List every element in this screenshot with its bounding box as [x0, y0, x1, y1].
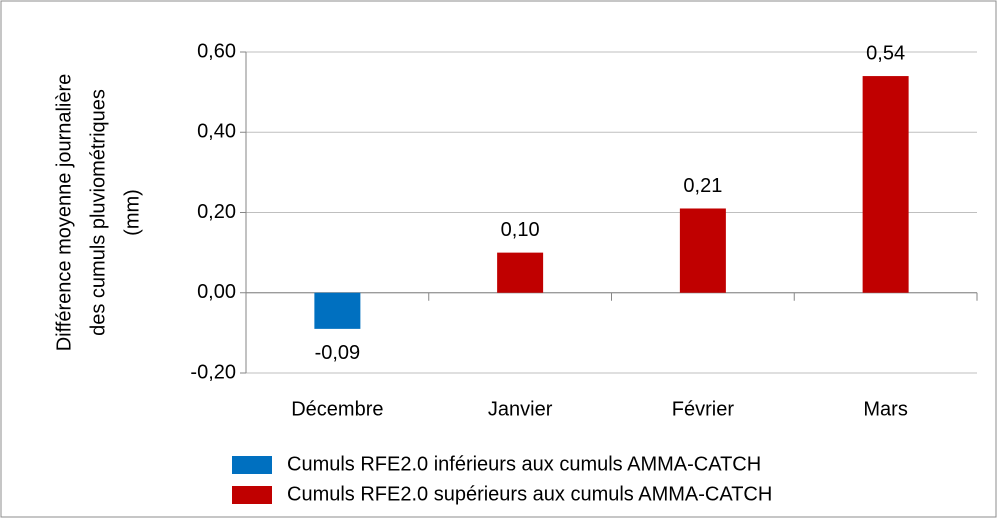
- y-tick-label: 0,00: [197, 281, 236, 303]
- legend-label: Cumuls RFE2.0 supérieurs aux cumuls AMMA…: [287, 483, 772, 505]
- legend-swatch: [232, 486, 272, 504]
- y-axis-label: des cumuls pluviométriques: [87, 89, 109, 336]
- x-tick-label: Mars: [863, 398, 907, 420]
- legend-label: Cumuls RFE2.0 inférieurs aux cumuls AMMA…: [287, 453, 761, 475]
- y-tick-label: 0,20: [197, 201, 236, 223]
- x-tick-label: Décembre: [291, 398, 383, 420]
- y-tick-label: -0,20: [190, 361, 236, 383]
- value-label: 0,21: [683, 175, 722, 197]
- value-label: -0,09: [315, 342, 361, 364]
- x-tick-label: Janvier: [488, 398, 553, 420]
- bar: [862, 76, 909, 293]
- bar: [314, 292, 361, 329]
- y-tick-label: 0,60: [197, 40, 236, 62]
- legend-swatch: [232, 456, 272, 474]
- y-tick-label: 0,40: [197, 121, 236, 143]
- y-axis-label: (mm): [121, 189, 143, 236]
- bar: [679, 208, 726, 293]
- value-label: 0,10: [501, 219, 540, 241]
- value-label: 0,54: [866, 42, 905, 64]
- bar: [497, 252, 544, 293]
- y-axis-label: Différence moyenne journalière: [53, 74, 75, 352]
- x-tick-label: Février: [672, 398, 735, 420]
